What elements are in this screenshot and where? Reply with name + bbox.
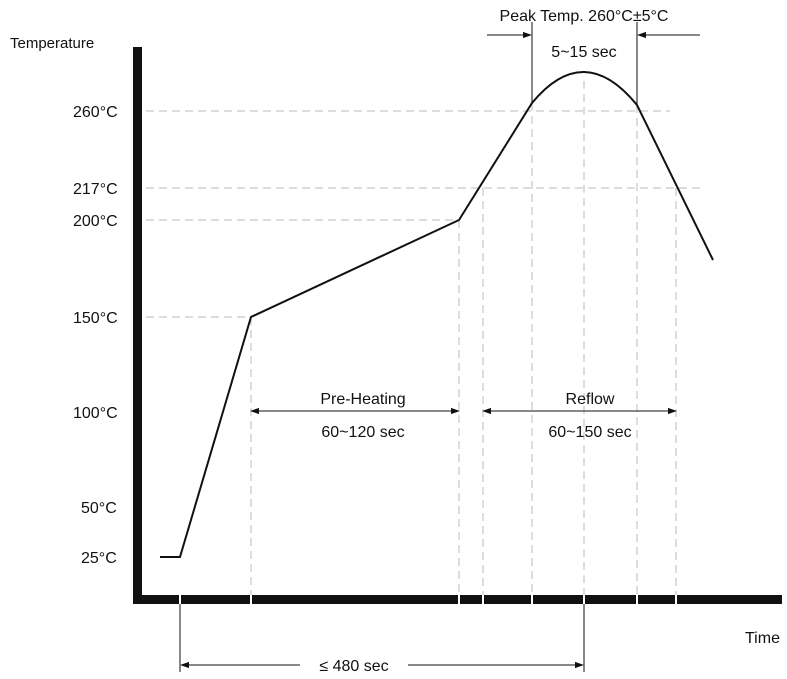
y-tick-200: 200°C — [73, 213, 118, 230]
y-axis-title: Temperature — [10, 35, 94, 52]
vertical-guides — [250, 81, 677, 598]
preheat-annotation: Pre-Heating 60~120 sec — [250, 391, 460, 441]
temperature-profile-curve — [160, 71, 714, 558]
reflow-annotation: Reflow 60~150 sec — [482, 391, 677, 441]
y-tick-150: 150°C — [73, 310, 118, 327]
peak-annotation: Peak Temp. 260°C±5°C 5~15 sec — [487, 8, 700, 105]
y-tick-100: 100°C — [73, 405, 118, 422]
x-axis-title: Time — [745, 630, 780, 647]
total-time-label: ≤ 480 sec — [319, 658, 388, 675]
reflow-duration-label: 60~150 sec — [548, 424, 631, 441]
peak-temp-label: Peak Temp. 260°C±5°C — [500, 8, 669, 25]
x-axis-line — [133, 595, 782, 604]
horizontal-guides — [133, 110, 700, 318]
y-axis-line — [133, 47, 142, 604]
y-tick-50: 50°C — [81, 500, 117, 517]
peak-duration-label: 5~15 sec — [551, 44, 616, 61]
axes — [133, 47, 782, 604]
total-time-annotation: ≤ 480 sec — [179, 604, 585, 675]
y-tick-25: 25°C — [81, 550, 117, 567]
y-tick-217: 217°C — [73, 181, 118, 198]
preheat-label: Pre-Heating — [320, 391, 405, 408]
y-tick-260: 260°C — [73, 104, 118, 121]
preheat-duration-label: 60~120 sec — [321, 424, 404, 441]
reflow-label: Reflow — [566, 391, 615, 408]
x-ticks — [179, 595, 677, 604]
